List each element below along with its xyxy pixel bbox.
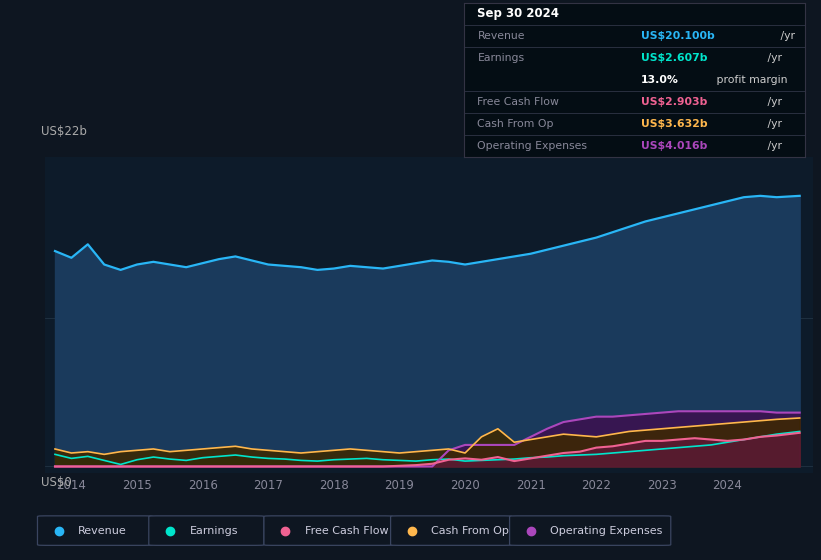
Text: US$2.903b: US$2.903b	[641, 97, 708, 107]
Text: Earnings: Earnings	[478, 53, 525, 63]
Text: US$2.607b: US$2.607b	[641, 53, 708, 63]
Text: Cash From Op: Cash From Op	[478, 119, 554, 129]
Text: US$4.016b: US$4.016b	[641, 141, 708, 151]
Text: /yr: /yr	[764, 119, 782, 129]
Text: Free Cash Flow: Free Cash Flow	[478, 97, 559, 107]
FancyBboxPatch shape	[149, 516, 264, 545]
Text: 13.0%: 13.0%	[641, 75, 679, 85]
Text: Free Cash Flow: Free Cash Flow	[305, 526, 388, 535]
Text: /yr: /yr	[764, 141, 782, 151]
Text: US$22b: US$22b	[41, 125, 87, 138]
Text: profit margin: profit margin	[713, 75, 787, 85]
Text: US$3.632b: US$3.632b	[641, 119, 708, 129]
Text: Sep 30 2024: Sep 30 2024	[478, 7, 559, 20]
Text: Revenue: Revenue	[78, 526, 127, 535]
FancyBboxPatch shape	[510, 516, 671, 545]
FancyBboxPatch shape	[391, 516, 511, 545]
FancyBboxPatch shape	[38, 516, 153, 545]
Text: Earnings: Earnings	[190, 526, 238, 535]
Text: US$0: US$0	[41, 477, 72, 489]
Text: Cash From Op: Cash From Op	[431, 526, 509, 535]
Text: Operating Expenses: Operating Expenses	[478, 141, 588, 151]
Text: /yr: /yr	[777, 31, 796, 41]
Text: Operating Expenses: Operating Expenses	[550, 526, 663, 535]
Text: US$20.100b: US$20.100b	[641, 31, 715, 41]
Text: /yr: /yr	[764, 97, 782, 107]
Text: /yr: /yr	[764, 53, 782, 63]
FancyBboxPatch shape	[264, 516, 393, 545]
Text: Revenue: Revenue	[478, 31, 525, 41]
